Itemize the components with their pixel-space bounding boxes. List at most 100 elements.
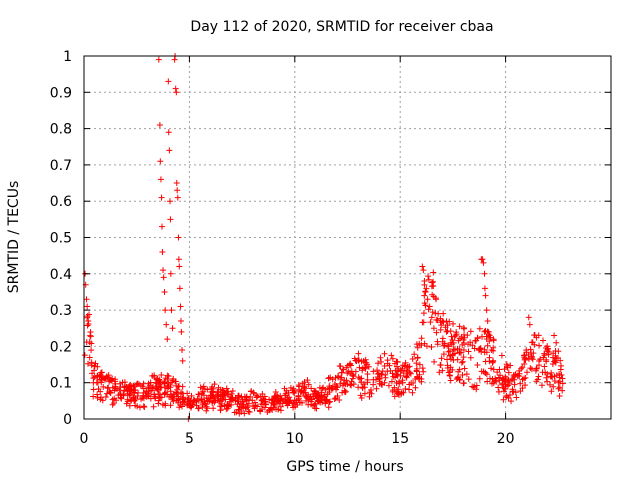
data-point bbox=[315, 398, 322, 405]
data-point bbox=[188, 392, 195, 399]
data-point bbox=[551, 332, 558, 339]
data-point bbox=[500, 396, 507, 403]
data-point bbox=[355, 350, 362, 357]
data-point bbox=[210, 393, 217, 400]
data-point bbox=[210, 405, 217, 412]
data-point bbox=[140, 395, 147, 402]
data-point bbox=[422, 302, 429, 309]
data-point bbox=[424, 296, 431, 303]
data-point bbox=[388, 352, 395, 359]
y-tick-label: 0.9 bbox=[50, 85, 72, 101]
data-point bbox=[351, 355, 358, 362]
data-point bbox=[420, 368, 427, 375]
data-point bbox=[539, 369, 546, 376]
data-point bbox=[490, 379, 497, 386]
data-point bbox=[174, 187, 181, 194]
data-point bbox=[469, 342, 476, 349]
data-point bbox=[211, 399, 218, 406]
data-point bbox=[522, 382, 529, 389]
data-point bbox=[414, 374, 421, 381]
data-point bbox=[495, 374, 502, 381]
data-point bbox=[290, 404, 297, 411]
data-point bbox=[528, 339, 535, 346]
data-point bbox=[482, 369, 489, 376]
data-point bbox=[411, 351, 418, 358]
data-point bbox=[459, 358, 466, 365]
y-tick-label: 0 bbox=[63, 412, 72, 428]
data-point bbox=[522, 355, 529, 362]
data-point bbox=[425, 306, 432, 313]
data-point bbox=[241, 410, 248, 417]
data-point bbox=[325, 375, 332, 382]
data-point bbox=[413, 360, 420, 367]
data-point bbox=[481, 285, 488, 292]
data-point bbox=[165, 373, 172, 380]
data-point bbox=[373, 385, 380, 392]
x-tick-label: 20 bbox=[497, 431, 515, 447]
data-point bbox=[279, 397, 286, 404]
data-point bbox=[459, 372, 466, 379]
data-point bbox=[355, 357, 362, 364]
data-point bbox=[362, 356, 369, 363]
data-point bbox=[422, 288, 429, 295]
data-point bbox=[460, 324, 467, 331]
data-point bbox=[512, 372, 519, 379]
data-point bbox=[331, 396, 338, 403]
data-point bbox=[490, 337, 497, 344]
data-point bbox=[533, 334, 540, 341]
data-point bbox=[141, 403, 148, 410]
data-point bbox=[97, 396, 104, 403]
data-point bbox=[168, 379, 175, 386]
data-point bbox=[332, 374, 339, 381]
data-point bbox=[496, 366, 503, 373]
data-point bbox=[534, 376, 541, 383]
data-point bbox=[495, 388, 502, 395]
data-point bbox=[262, 401, 269, 408]
data-point bbox=[413, 368, 420, 375]
data-point bbox=[511, 381, 518, 388]
data-point bbox=[102, 394, 109, 401]
data-point bbox=[121, 387, 128, 394]
data-point bbox=[100, 383, 107, 390]
data-point bbox=[490, 366, 497, 373]
data-point bbox=[455, 374, 462, 381]
data-point bbox=[201, 398, 208, 405]
data-point bbox=[163, 321, 170, 328]
data-point bbox=[225, 391, 232, 398]
data-point bbox=[128, 383, 135, 390]
data-point bbox=[486, 375, 493, 382]
data-point bbox=[419, 365, 426, 372]
data-point bbox=[460, 336, 467, 343]
data-point bbox=[555, 385, 562, 392]
data-point bbox=[94, 391, 101, 398]
data-points bbox=[81, 53, 566, 422]
data-point bbox=[445, 343, 452, 350]
data-point bbox=[481, 270, 488, 277]
data-point bbox=[173, 89, 180, 96]
data-point bbox=[334, 392, 341, 399]
data-point bbox=[132, 396, 139, 403]
data-point bbox=[264, 409, 271, 416]
data-point bbox=[539, 337, 546, 344]
data-point bbox=[430, 269, 437, 276]
data-point bbox=[501, 366, 508, 373]
data-point bbox=[420, 267, 427, 274]
data-point bbox=[137, 396, 144, 403]
data-point bbox=[430, 325, 437, 332]
data-point bbox=[484, 342, 491, 349]
data-point bbox=[262, 404, 269, 411]
data-point bbox=[370, 368, 377, 375]
data-point bbox=[316, 384, 323, 391]
data-point bbox=[106, 388, 113, 395]
data-point bbox=[85, 360, 92, 367]
data-point bbox=[508, 377, 515, 384]
data-point bbox=[88, 347, 95, 354]
data-point bbox=[406, 369, 413, 376]
data-point bbox=[393, 371, 400, 378]
data-point bbox=[174, 194, 181, 201]
data-point bbox=[150, 383, 157, 390]
data-point bbox=[413, 341, 420, 348]
data-point bbox=[321, 392, 328, 399]
data-point bbox=[177, 401, 184, 408]
data-point bbox=[439, 338, 446, 345]
